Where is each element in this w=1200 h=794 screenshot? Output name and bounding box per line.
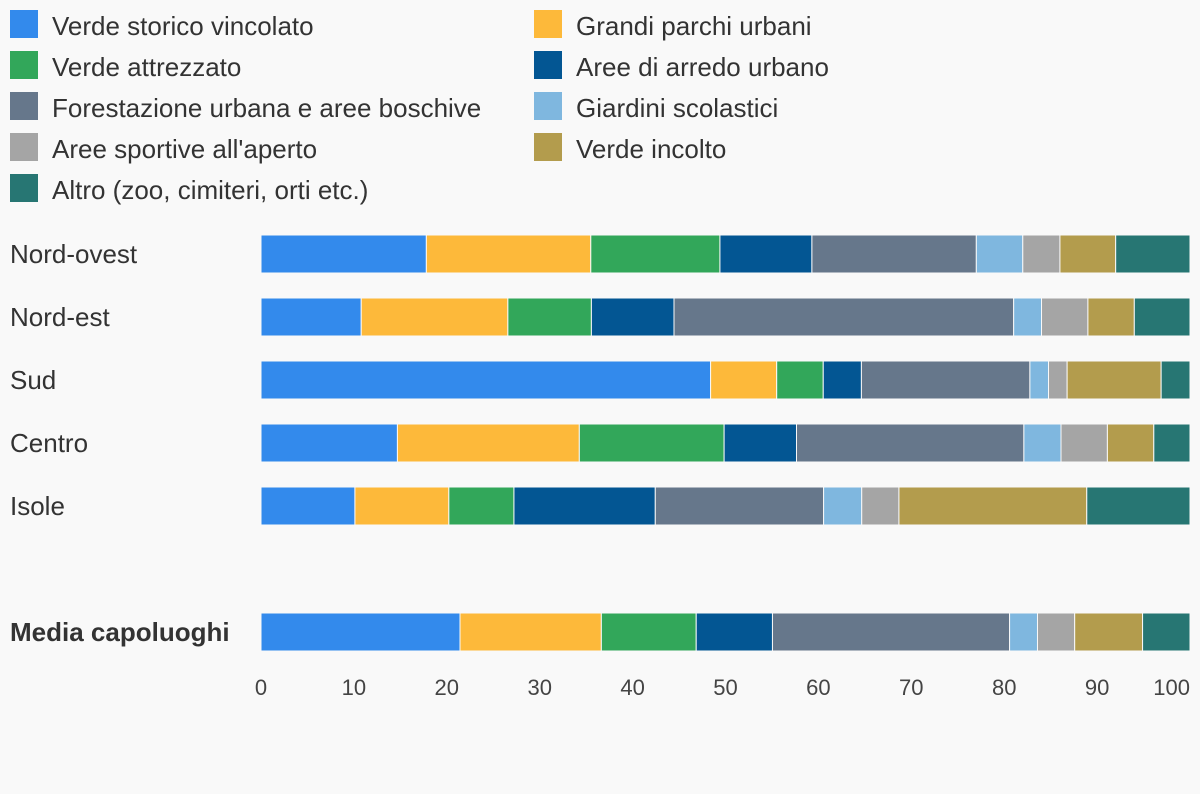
bar-segment <box>1066 360 1162 400</box>
legend-label: Verde attrezzato <box>52 52 242 82</box>
bar-segment <box>1041 297 1089 337</box>
x-tick-label: 20 <box>435 675 459 700</box>
category-label: Centro <box>10 428 88 458</box>
bar-segment <box>1133 297 1191 337</box>
bar-segment <box>673 297 1015 337</box>
bar-segment <box>590 297 675 337</box>
legend-label: Giardini scolastici <box>576 93 779 123</box>
legend-label: Forestazione urbana e aree boschive <box>52 93 482 123</box>
bar-segment <box>1048 360 1068 400</box>
category-label: Nord-ovest <box>10 239 138 269</box>
bar-segment <box>776 360 824 400</box>
bar-segment <box>425 234 592 274</box>
bar-segment <box>975 234 1024 274</box>
category-label: Sud <box>10 365 56 395</box>
bar-segment <box>710 360 778 400</box>
bar-segment <box>1060 423 1108 463</box>
bar-segment <box>1074 612 1144 652</box>
bar-segment <box>822 360 862 400</box>
legend-label: Aree sportive all'aperto <box>52 134 318 164</box>
legend-label: Altro (zoo, cimiteri, orti etc.) <box>52 175 369 205</box>
bar-segment <box>354 486 450 526</box>
legend-label: Verde incolto <box>576 134 727 164</box>
legend-swatch <box>10 133 38 161</box>
x-tick-label: 50 <box>713 675 737 700</box>
bar-segment <box>260 360 712 400</box>
x-tick-label: 40 <box>620 675 644 700</box>
bar-segment <box>260 612 461 652</box>
bar-segment <box>1160 360 1191 400</box>
bar-segment <box>590 234 721 274</box>
category-label: Isole <box>10 491 65 521</box>
x-tick-label: 30 <box>527 675 551 700</box>
bar-segment <box>260 234 427 274</box>
legend-swatch <box>534 51 562 79</box>
legend-label: Verde storico vincolato <box>52 11 314 41</box>
bar-segment <box>771 612 1011 652</box>
x-tick-label: 70 <box>899 675 923 700</box>
bar-segment <box>1036 612 1076 652</box>
legend-swatch <box>534 92 562 120</box>
bar-segment <box>811 234 977 274</box>
bar-segment <box>1059 234 1117 274</box>
bar-segment <box>260 297 362 337</box>
bar-segment <box>600 612 697 652</box>
legend-label: Aree di arredo urbano <box>576 52 829 82</box>
x-tick-label: 0 <box>255 675 267 700</box>
bar-segment <box>861 486 900 526</box>
bar-segment <box>1153 423 1191 463</box>
bar-segment <box>723 423 797 463</box>
bar-segment <box>507 297 592 337</box>
legend-swatch <box>534 133 562 161</box>
bar-segment <box>1029 360 1050 400</box>
x-tick-label: 10 <box>342 675 366 700</box>
legend-swatch <box>10 92 38 120</box>
bar-segment <box>1115 234 1191 274</box>
bar-segment <box>1106 423 1155 463</box>
legend-swatch <box>10 51 38 79</box>
category-label: Nord-est <box>10 302 110 332</box>
bar-segment <box>1013 297 1043 337</box>
bar-segment <box>1142 612 1191 652</box>
bar-segment <box>1087 297 1135 337</box>
x-tick-label: 90 <box>1085 675 1109 700</box>
bar-segment <box>260 486 356 526</box>
x-tick-label: 60 <box>806 675 830 700</box>
category-label: Media capoluoghi <box>10 617 230 647</box>
bar-segment <box>360 297 509 337</box>
bar-segment <box>1009 612 1038 652</box>
bar-segment <box>719 234 813 274</box>
bar-segment <box>654 486 825 526</box>
x-tick-label: 100 <box>1153 675 1190 700</box>
bar-segment <box>578 423 725 463</box>
legend-swatch <box>10 10 38 38</box>
bar-segment <box>396 423 580 463</box>
bar-segment <box>1022 234 1061 274</box>
bar-segment <box>260 423 398 463</box>
bar-segment <box>898 486 1088 526</box>
bar-segment <box>1023 423 1062 463</box>
legend-label: Grandi parchi urbani <box>576 11 812 41</box>
bar-segment <box>695 612 773 652</box>
bar-segment <box>823 486 863 526</box>
bar-segment <box>860 360 1031 400</box>
bar-segment <box>459 612 602 652</box>
bar-segment <box>795 423 1025 463</box>
bar-segment <box>1086 486 1191 526</box>
legend: Verde storico vincolato Grandi parchi urb… <box>10 8 1190 213</box>
bar-segment <box>448 486 515 526</box>
x-tick-label: 80 <box>992 675 1016 700</box>
legend-swatch <box>534 10 562 38</box>
legend-swatch <box>10 174 38 202</box>
bar-segment <box>513 486 656 526</box>
